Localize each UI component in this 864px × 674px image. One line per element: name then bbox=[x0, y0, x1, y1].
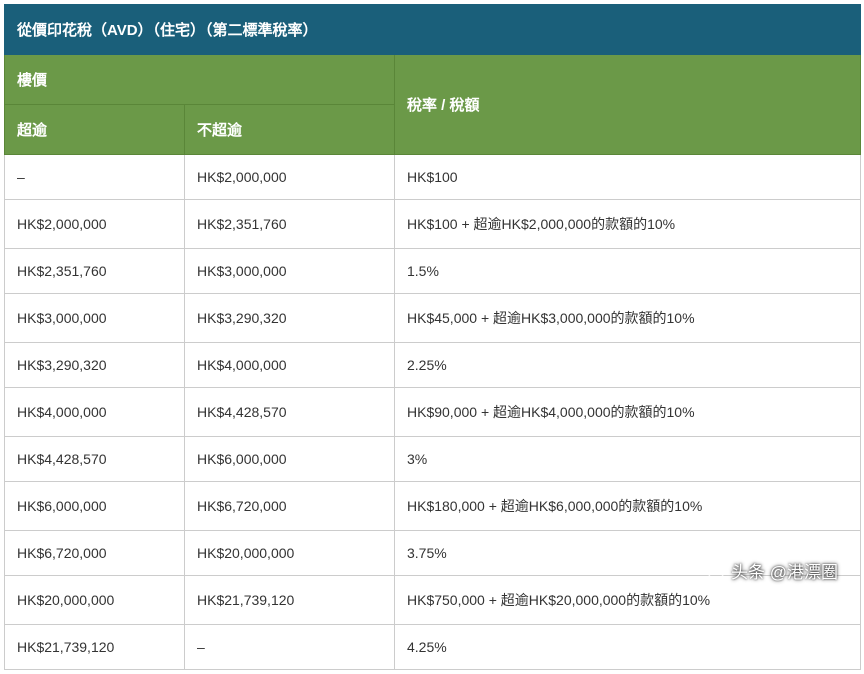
cell-over: HK$3,290,320 bbox=[5, 343, 185, 388]
table-row: HK$4,000,000 HK$4,428,570 HK$90,000 + 超逾… bbox=[5, 388, 861, 437]
cell-rate: HK$90,000 + 超逾HK$4,000,000的款額的10% bbox=[395, 388, 861, 437]
cell-not-over: HK$3,290,320 bbox=[185, 294, 395, 343]
table-title-row: 從價印花稅（AVD）（住宅）（第二標準稅率） bbox=[5, 5, 861, 55]
cell-not-over: HK$20,000,000 bbox=[185, 531, 395, 576]
cell-rate: 3.75% bbox=[395, 531, 861, 576]
cell-over: HK$3,000,000 bbox=[5, 294, 185, 343]
cell-rate: HK$750,000 + 超逾HK$20,000,000的款額的10% bbox=[395, 576, 861, 625]
table-body: – HK$2,000,000 HK$100 HK$2,000,000 HK$2,… bbox=[5, 155, 861, 670]
cell-not-over: HK$6,720,000 bbox=[185, 482, 395, 531]
cell-rate: HK$100 + 超逾HK$2,000,000的款額的10% bbox=[395, 200, 861, 249]
table-title: 從價印花稅（AVD）（住宅）（第二標準稅率） bbox=[5, 5, 861, 55]
table-row: HK$20,000,000 HK$21,739,120 HK$750,000 +… bbox=[5, 576, 861, 625]
cell-over: HK$2,000,000 bbox=[5, 200, 185, 249]
cell-rate: 2.25% bbox=[395, 343, 861, 388]
cell-over: HK$4,428,570 bbox=[5, 437, 185, 482]
cell-rate: 3% bbox=[395, 437, 861, 482]
table-row: HK$3,290,320 HK$4,000,000 2.25% bbox=[5, 343, 861, 388]
cell-over: – bbox=[5, 155, 185, 200]
header-rate: 稅率 / 稅額 bbox=[395, 55, 861, 155]
cell-not-over: HK$4,000,000 bbox=[185, 343, 395, 388]
cell-rate: HK$100 bbox=[395, 155, 861, 200]
stamp-duty-table: 從價印花稅（AVD）（住宅）（第二標準稅率） 樓價 稅率 / 稅額 超逾 不超逾… bbox=[4, 4, 861, 670]
cell-rate: HK$45,000 + 超逾HK$3,000,000的款額的10% bbox=[395, 294, 861, 343]
cell-not-over: HK$2,351,760 bbox=[185, 200, 395, 249]
table-row: HK$6,720,000 HK$20,000,000 3.75% bbox=[5, 531, 861, 576]
cell-over: HK$21,739,120 bbox=[5, 625, 185, 670]
cell-over: HK$6,720,000 bbox=[5, 531, 185, 576]
table-row: HK$3,000,000 HK$3,290,320 HK$45,000 + 超逾… bbox=[5, 294, 861, 343]
table-row: – HK$2,000,000 HK$100 bbox=[5, 155, 861, 200]
cell-not-over: HK$4,428,570 bbox=[185, 388, 395, 437]
header-over: 超逾 bbox=[5, 105, 185, 155]
cell-not-over: HK$21,739,120 bbox=[185, 576, 395, 625]
cell-not-over: HK$3,000,000 bbox=[185, 249, 395, 294]
table-row: HK$2,000,000 HK$2,351,760 HK$100 + 超逾HK$… bbox=[5, 200, 861, 249]
cell-over: HK$6,000,000 bbox=[5, 482, 185, 531]
table-row: HK$21,739,120 – 4.25% bbox=[5, 625, 861, 670]
header-price-group: 樓價 bbox=[5, 55, 395, 105]
cell-not-over: HK$2,000,000 bbox=[185, 155, 395, 200]
cell-rate: 1.5% bbox=[395, 249, 861, 294]
cell-over: HK$4,000,000 bbox=[5, 388, 185, 437]
cell-rate: HK$180,000 + 超逾HK$6,000,000的款額的10% bbox=[395, 482, 861, 531]
table-header-row-1: 樓價 稅率 / 稅額 bbox=[5, 55, 861, 105]
cell-rate: 4.25% bbox=[395, 625, 861, 670]
cell-over: HK$2,351,760 bbox=[5, 249, 185, 294]
cell-over: HK$20,000,000 bbox=[5, 576, 185, 625]
table-row: HK$4,428,570 HK$6,000,000 3% bbox=[5, 437, 861, 482]
cell-not-over: – bbox=[185, 625, 395, 670]
table-row: HK$2,351,760 HK$3,000,000 1.5% bbox=[5, 249, 861, 294]
header-not-over: 不超逾 bbox=[185, 105, 395, 155]
cell-not-over: HK$6,000,000 bbox=[185, 437, 395, 482]
table-row: HK$6,000,000 HK$6,720,000 HK$180,000 + 超… bbox=[5, 482, 861, 531]
